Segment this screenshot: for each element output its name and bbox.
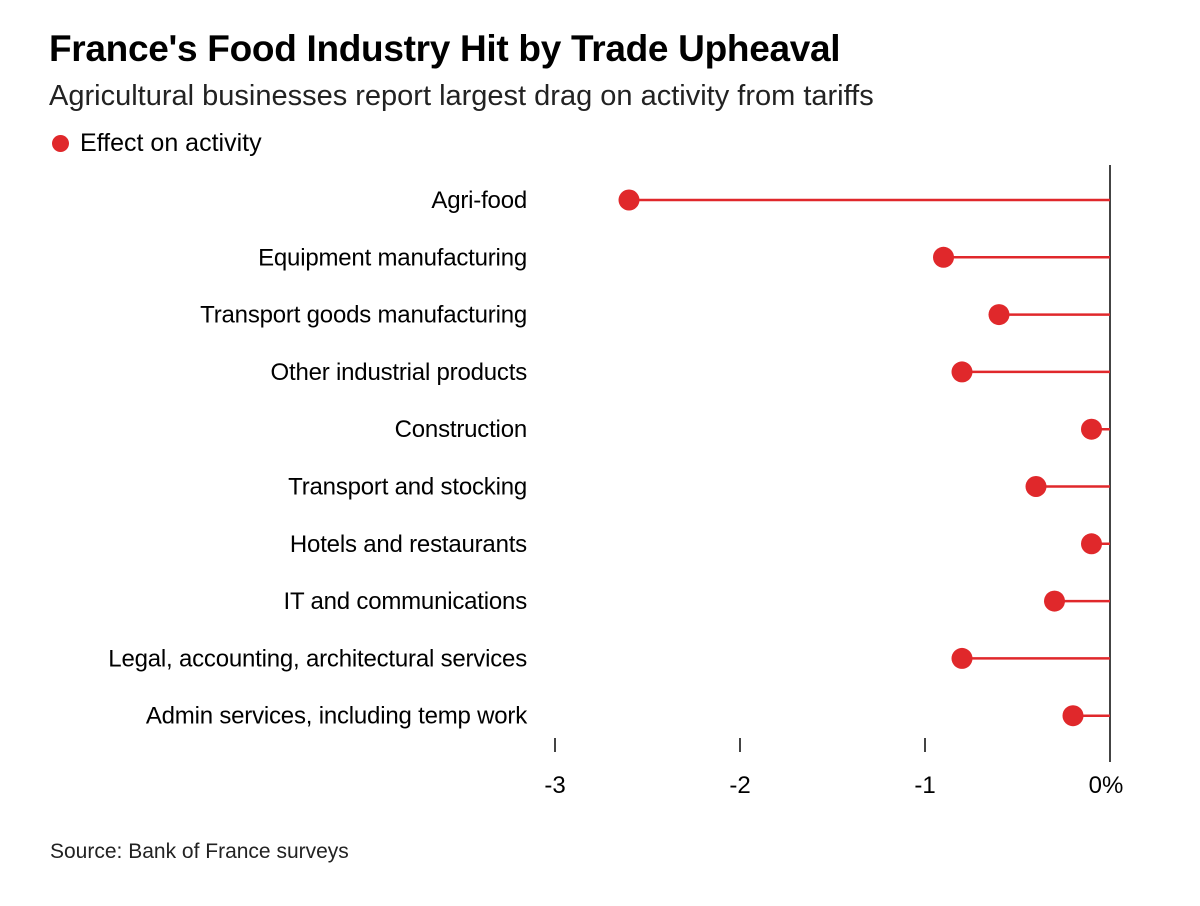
lollipop-point <box>951 647 973 669</box>
lollipop-point <box>618 189 640 211</box>
x-tick-label: -1 <box>914 772 935 799</box>
chart-subtitle: Agricultural businesses report largest d… <box>49 80 874 112</box>
x-tick-label: -2 <box>729 772 750 799</box>
lollipop-point <box>951 361 973 383</box>
category-label: IT and communications <box>284 588 528 615</box>
x-tick-label: 0% <box>1089 772 1124 799</box>
legend-dot-icon <box>52 135 69 152</box>
lollipop-point <box>933 246 954 268</box>
lollipop-point <box>1081 533 1102 555</box>
category-label: Hotels and restaurants <box>290 531 527 558</box>
category-label: Legal, accounting, architectural service… <box>108 645 527 672</box>
category-label: Transport and stocking <box>288 474 527 501</box>
category-label: Admin services, including temp work <box>146 703 528 730</box>
x-tick-label: -3 <box>544 772 565 799</box>
chart-title: France's Food Industry Hit by Trade Uphe… <box>49 28 841 69</box>
category-label: Agri-food <box>431 187 527 214</box>
source-note: Source: Bank of France surveys <box>50 840 349 863</box>
category-label: Equipment manufacturing <box>258 244 527 271</box>
category-label: Transport goods manufacturing <box>200 302 527 329</box>
lollipop-point <box>1025 476 1047 497</box>
legend-label: Effect on activity <box>80 129 262 157</box>
legend: Effect on activity <box>52 129 262 158</box>
lollipop-point <box>988 304 1010 326</box>
category-label: Construction <box>395 416 527 443</box>
lollipop-point <box>1081 418 1102 440</box>
lollipop-point <box>1062 705 1084 727</box>
lollipop-point <box>1044 590 1065 612</box>
category-label: Other industrial products <box>271 359 528 386</box>
